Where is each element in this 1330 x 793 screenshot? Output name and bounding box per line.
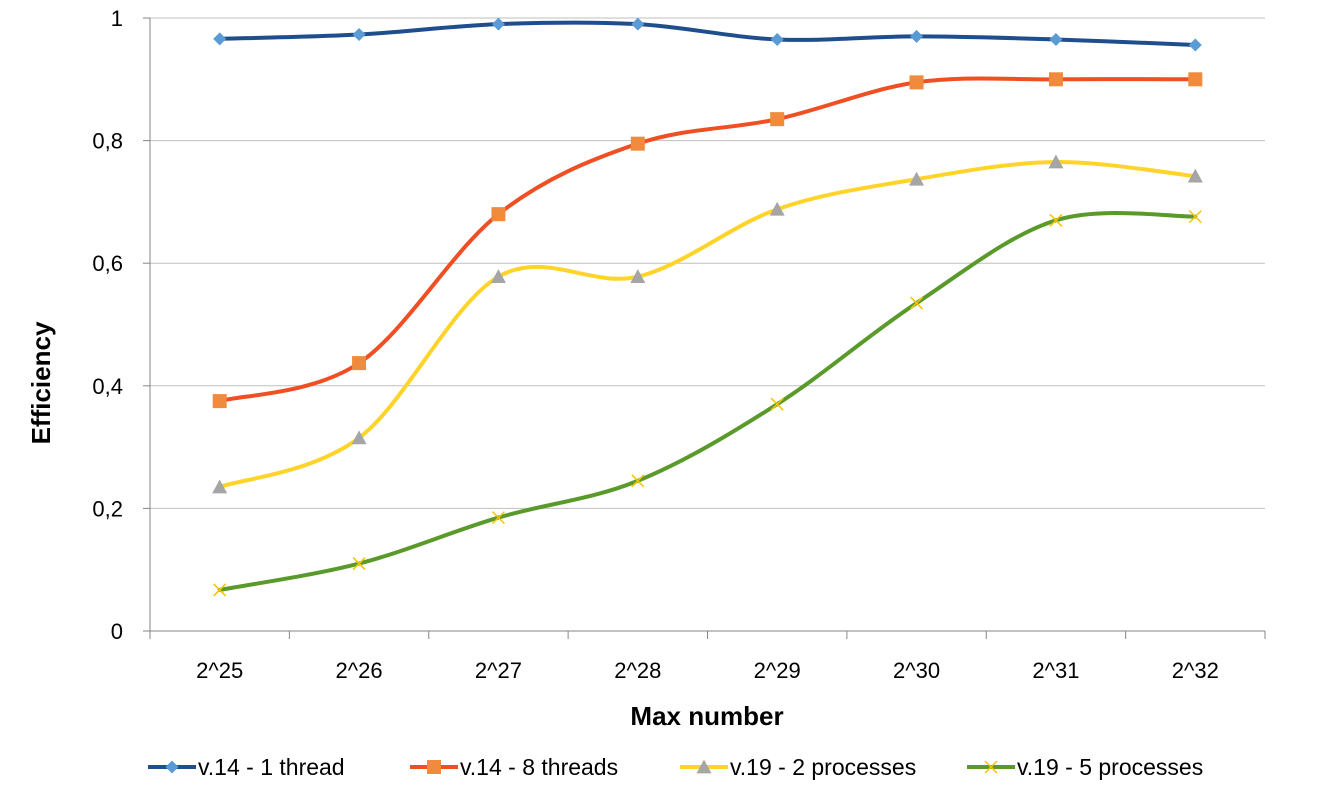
y-axis-title: Efficiency (26, 321, 56, 444)
legend-swatch-marker (165, 760, 179, 774)
legend-label: v.19 - 2 processes (730, 754, 916, 780)
y-tick-labels: 0 0,2 0,4 0,6 0,8 1 (92, 6, 123, 644)
series-3-point (490, 269, 506, 284)
series-2-point (352, 356, 367, 371)
series-4-point (213, 583, 227, 597)
x-tick-label: 2^32 (1172, 658, 1219, 683)
series-3-point (351, 430, 367, 445)
series-4-point (352, 557, 366, 571)
legend: v.14 - 1 thread v.14 - 8 threads v.19 - 2 … (148, 754, 1203, 780)
x-tick-label: 2^25 (196, 658, 243, 683)
series-lines (217, 20, 1198, 592)
series-line-1 (217, 20, 1198, 47)
x-axis-title: Max number (630, 701, 783, 731)
axes (149, 18, 1266, 639)
series-line-2 (217, 76, 1198, 404)
series-2-point (491, 207, 506, 222)
legend-swatch-marker (984, 760, 998, 774)
legend-label: v.14 - 1 thread (198, 754, 345, 780)
y-tick-label: 1 (111, 6, 123, 31)
series-4-point (1188, 210, 1202, 224)
series-2-point (630, 136, 645, 151)
series-markers (212, 17, 1203, 597)
x-tick-labels: 2^25 2^26 2^27 2^28 2^29 2^30 2^31 2^32 (196, 658, 1219, 683)
series-1-point (1049, 32, 1063, 46)
y-tick-label: 0,2 (92, 496, 123, 521)
series-1-point (213, 32, 227, 46)
series-1-point (491, 17, 505, 31)
x-tick-label: 2^26 (336, 658, 383, 683)
series-4-point (631, 474, 645, 488)
series-line-4 (217, 210, 1198, 592)
series-2-point (909, 75, 924, 90)
x-tick-label: 2^28 (614, 658, 661, 683)
y-tick-label: 0,6 (92, 251, 123, 276)
y-tick-label: 0 (111, 619, 123, 644)
series-line-3 (217, 160, 1198, 489)
series-2-point (1188, 72, 1203, 87)
series-1-point (352, 28, 366, 42)
series-3-point (1048, 154, 1064, 169)
y-tick-label: 0,4 (92, 374, 123, 399)
series-4-point (770, 397, 784, 411)
y-tick-label: 0,8 (92, 129, 123, 154)
series-1-point (631, 17, 645, 31)
series-3-point (769, 201, 785, 216)
series-3-point (909, 171, 925, 186)
series-1-point (910, 29, 924, 43)
legend-label: v.19 - 5 processes (1017, 754, 1203, 780)
series-3-point (1187, 168, 1203, 183)
series-3-point (212, 479, 228, 494)
series-2-point (770, 112, 785, 127)
series-1-point (1188, 38, 1202, 52)
grid-lines (143, 17, 1265, 632)
x-tick-label: 2^29 (754, 658, 801, 683)
x-tick-label: 2^27 (475, 658, 522, 683)
x-tick-label: 2^31 (1032, 658, 1079, 683)
legend-swatch-marker (696, 759, 712, 774)
series-3-point (630, 269, 646, 284)
x-tick-label: 2^30 (893, 658, 940, 683)
series-2-point (212, 394, 227, 409)
series-2-point (1048, 72, 1063, 87)
legend-swatch-marker (427, 760, 441, 774)
series-1-point (770, 32, 784, 46)
series-4-point (1049, 213, 1063, 227)
legend-label: v.14 - 8 threads (460, 754, 618, 780)
series-4-point (491, 511, 505, 525)
series-4-point (910, 296, 924, 310)
